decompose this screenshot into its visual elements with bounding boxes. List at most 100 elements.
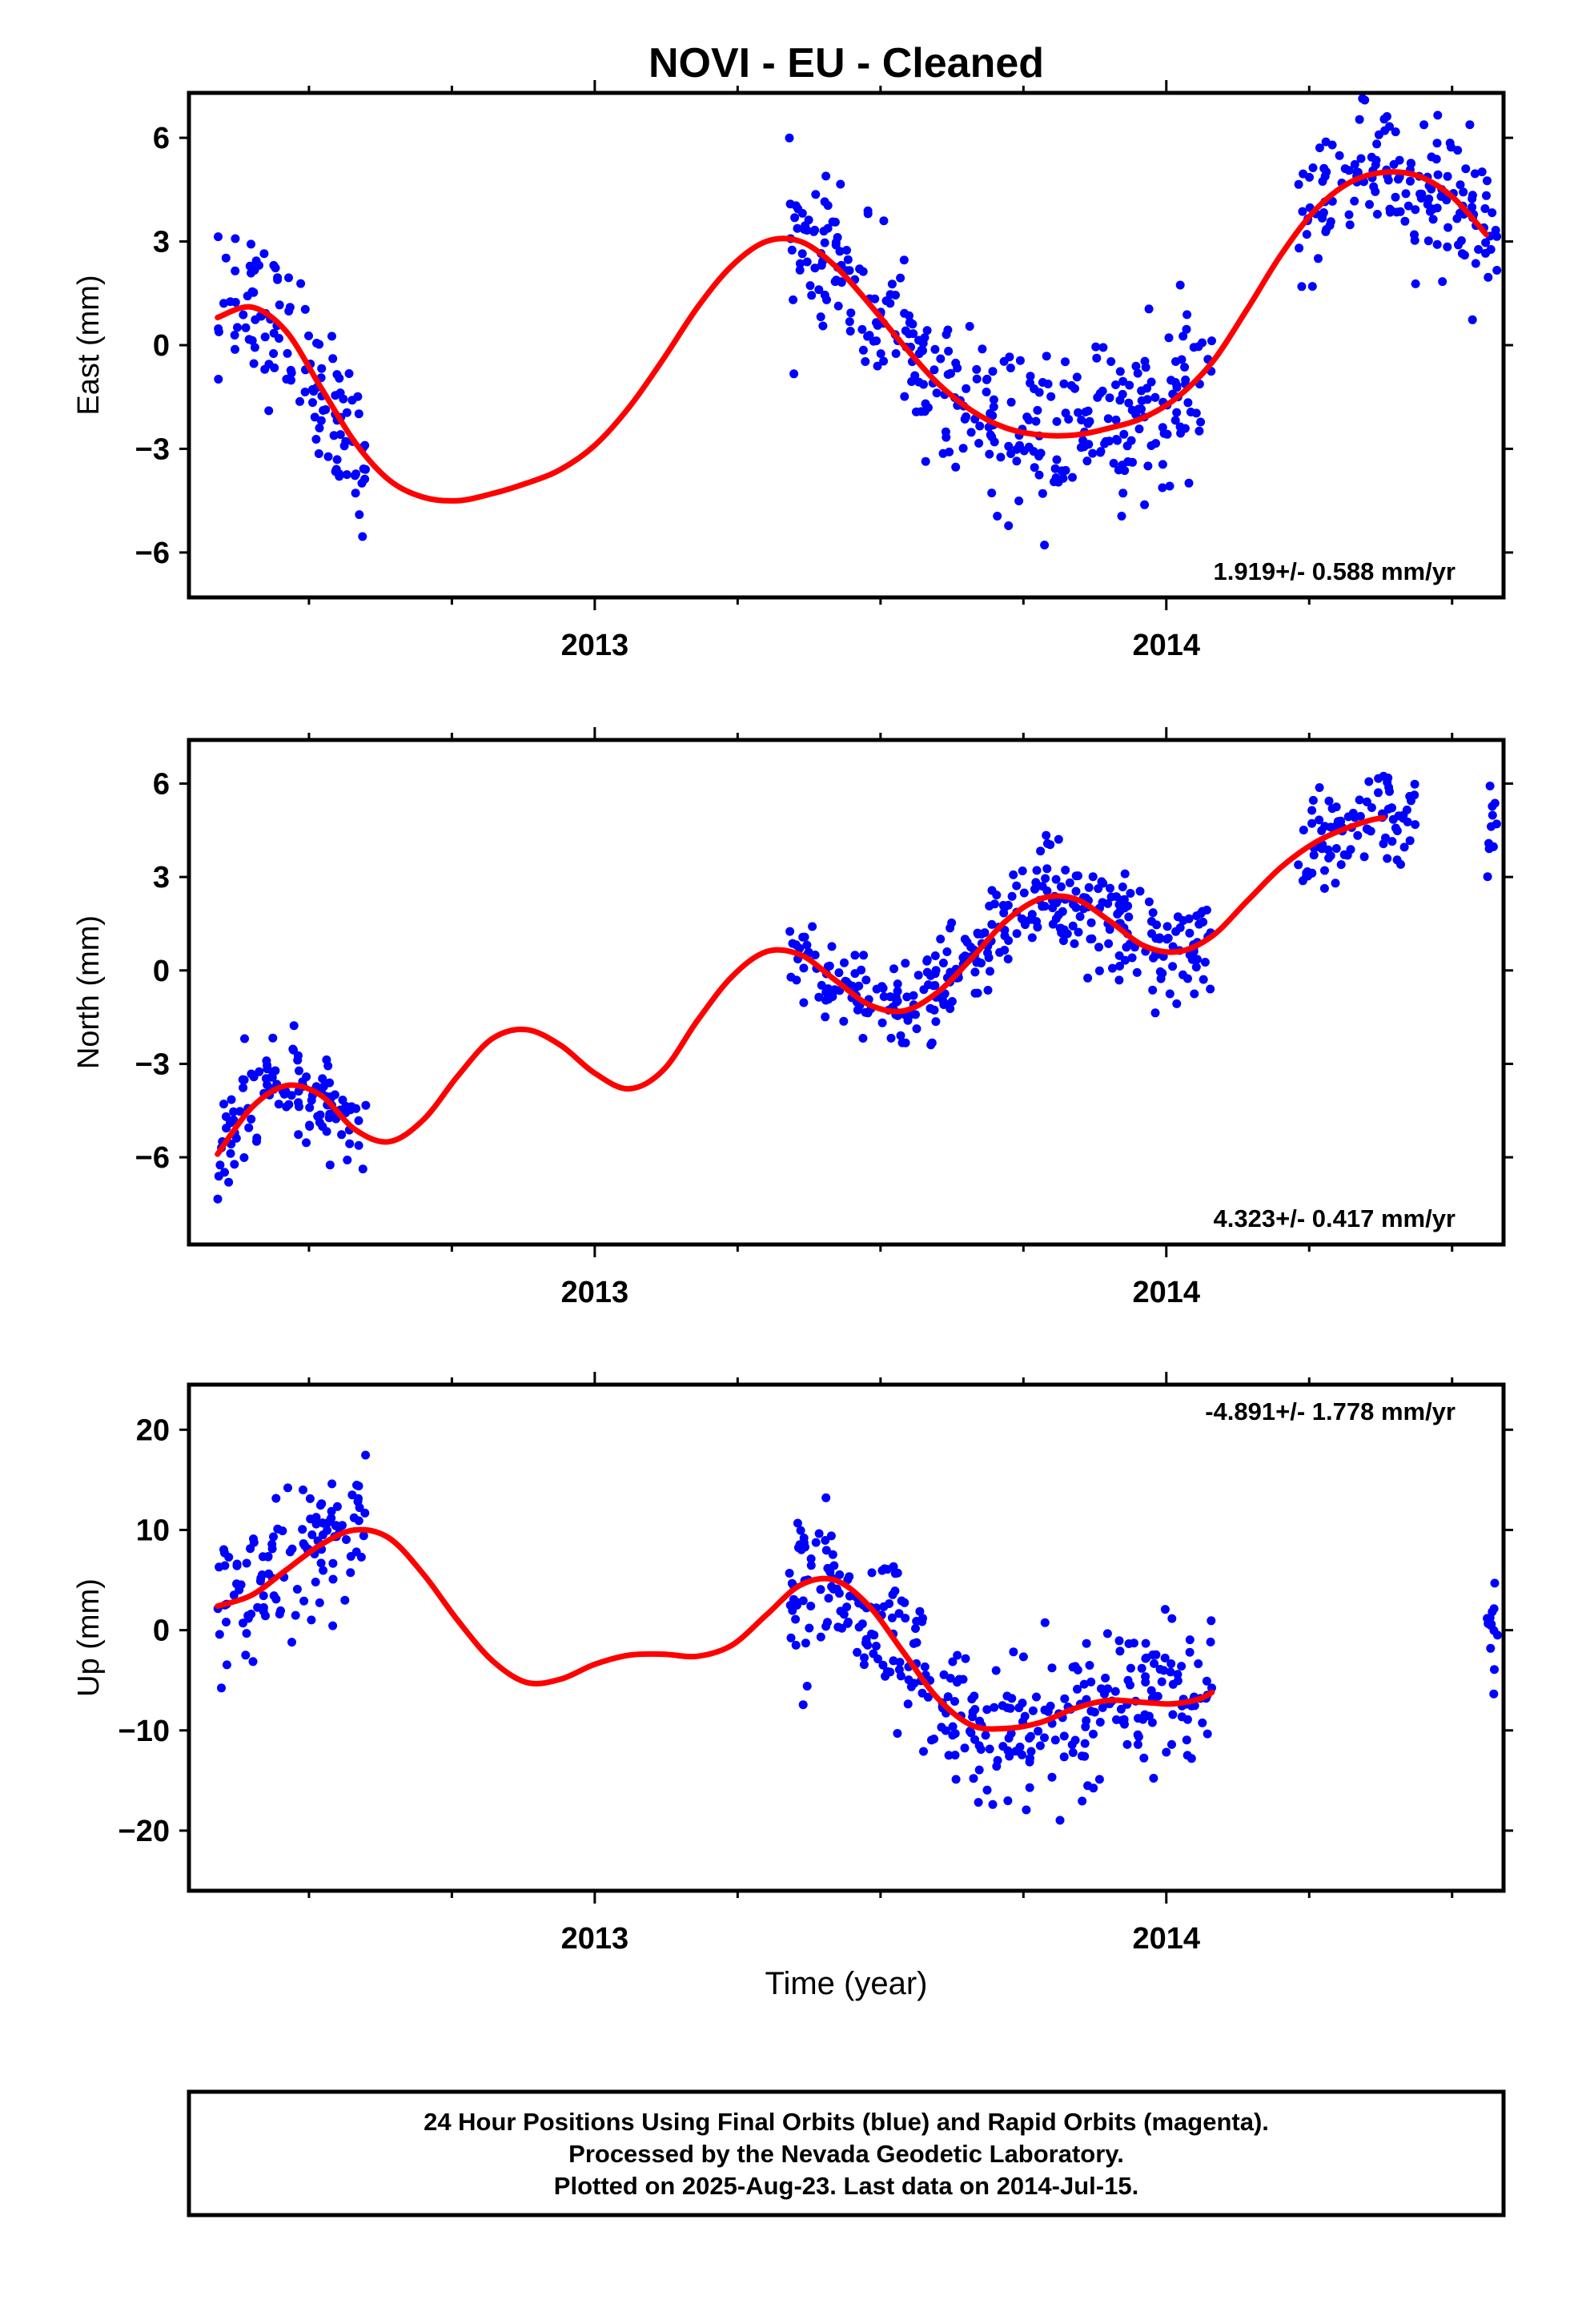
- data-point: [233, 323, 242, 332]
- data-point: [264, 1569, 274, 1578]
- data-point: [1036, 448, 1046, 458]
- data-point: [1061, 866, 1070, 875]
- data-point: [843, 1618, 853, 1628]
- data-point: [800, 932, 809, 942]
- data-point: [260, 332, 270, 342]
- data-point: [1326, 822, 1335, 832]
- data-point: [1004, 441, 1014, 451]
- data-point: [312, 339, 321, 348]
- data-point: [1182, 1735, 1191, 1745]
- data-point: [791, 201, 801, 211]
- data-point: [1319, 883, 1329, 893]
- data-point: [1018, 915, 1028, 925]
- data-point: [1089, 1783, 1098, 1793]
- data-point: [843, 255, 853, 264]
- data-point: [1040, 1733, 1049, 1743]
- data-point: [950, 1697, 959, 1706]
- data-point: [1012, 456, 1022, 466]
- data-point: [214, 375, 223, 384]
- data-point: [1059, 1752, 1069, 1762]
- data-point: [1167, 1614, 1177, 1623]
- data-point: [894, 1609, 904, 1618]
- data-point: [1362, 797, 1371, 806]
- data-point: [1203, 1729, 1212, 1739]
- data-point: [1002, 1691, 1012, 1701]
- data-point: [944, 347, 954, 356]
- data-point: [1191, 963, 1201, 972]
- data-point: [1391, 192, 1400, 202]
- data-point: [1406, 176, 1415, 186]
- data-point: [1042, 887, 1052, 895]
- data-point: [1094, 943, 1103, 952]
- data-point: [944, 1751, 954, 1760]
- data-point: [321, 405, 331, 414]
- data-point: [1168, 1710, 1178, 1719]
- data-point: [250, 343, 259, 352]
- data-point: [980, 928, 990, 938]
- data-point: [347, 396, 357, 405]
- data-point: [1170, 416, 1180, 425]
- data-point: [827, 942, 837, 951]
- data-point: [1202, 1676, 1211, 1686]
- data-point: [1140, 500, 1150, 509]
- data-point: [235, 1107, 245, 1116]
- data-point: [269, 1591, 279, 1601]
- data-point: [250, 265, 259, 275]
- scatter-points: [214, 93, 1502, 550]
- data-point: [858, 267, 868, 276]
- data-point: [810, 951, 820, 959]
- data-point: [1064, 415, 1074, 424]
- data-point: [1184, 478, 1194, 488]
- data-point: [1419, 120, 1429, 130]
- data-point: [287, 1638, 296, 1647]
- data-point: [315, 424, 324, 432]
- data-point: [1052, 476, 1062, 485]
- data-point: [214, 1172, 223, 1181]
- data-point: [1074, 408, 1083, 417]
- data-point: [331, 1521, 341, 1530]
- data-point: [1335, 151, 1344, 160]
- data-point: [1119, 429, 1129, 439]
- data-point: [820, 238, 829, 247]
- data-point: [920, 1662, 930, 1671]
- data-point: [1165, 481, 1174, 491]
- data-point: [826, 1531, 836, 1541]
- data-point: [1106, 357, 1116, 366]
- data-point: [1149, 1774, 1158, 1783]
- x-tick-label: 2013: [561, 1276, 629, 1309]
- data-point: [987, 886, 997, 895]
- data-point: [1133, 368, 1142, 378]
- x-axis-label: Time (year): [765, 1966, 928, 2001]
- data-point: [1411, 279, 1420, 288]
- data-point: [860, 1653, 869, 1663]
- data-point: [938, 448, 948, 458]
- data-point: [785, 927, 795, 936]
- data-point: [339, 441, 349, 451]
- data-point: [1090, 1707, 1099, 1717]
- data-point: [1403, 201, 1413, 211]
- data-point: [1141, 1672, 1150, 1682]
- data-point: [307, 384, 317, 394]
- data-point: [1443, 171, 1452, 181]
- plot-frame: [187, 738, 1506, 1247]
- data-point: [240, 1034, 249, 1043]
- data-point: [1182, 310, 1192, 320]
- data-point: [974, 1798, 983, 1807]
- data-point: [214, 232, 223, 242]
- data-point: [1321, 137, 1331, 147]
- data-point: [896, 1031, 905, 1040]
- data-point: [1395, 207, 1405, 216]
- data-point: [932, 388, 942, 398]
- data-point: [354, 409, 363, 419]
- data-point: [283, 1483, 292, 1493]
- data-point: [1148, 1651, 1158, 1659]
- data-point: [1034, 470, 1044, 480]
- data-point: [993, 1755, 1002, 1765]
- data-point: [1059, 379, 1069, 388]
- data-point: [1135, 887, 1145, 896]
- data-point: [785, 1569, 794, 1578]
- data-point: [972, 374, 982, 384]
- data-point: [350, 471, 359, 480]
- data-point: [300, 388, 310, 396]
- data-point: [241, 1651, 251, 1660]
